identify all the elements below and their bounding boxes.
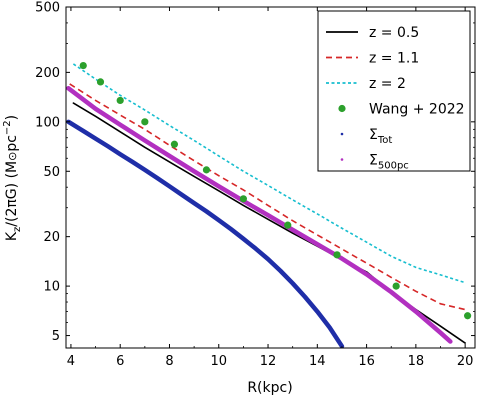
legend-label: Wang + 2022 <box>369 102 465 118</box>
x-tick-label: 10 <box>210 354 227 369</box>
wang-2022-point <box>202 166 211 174</box>
wang-2022-point <box>333 251 341 259</box>
line-sigma-tot <box>66 119 345 348</box>
legend-box <box>317 10 471 172</box>
legend-entry: ΣTot <box>340 127 392 146</box>
legend-label: z = 1.1 <box>369 51 419 67</box>
x-tick-label: 20 <box>457 354 474 369</box>
wang-2022-point <box>239 195 247 203</box>
legend-swatch <box>340 132 344 136</box>
legend-entry: Σ500pc <box>340 153 409 172</box>
wang-2022-point <box>79 61 87 70</box>
y-axis-title: Kz/(2πG) (M⊙pc−2) <box>2 115 23 241</box>
line-sigma-500pc <box>66 86 453 344</box>
wang-2022-point <box>116 96 124 105</box>
x-axis-title: R(kpc) <box>247 380 292 396</box>
plot-frame <box>65 6 476 349</box>
legend-label: z = 0.5 <box>369 25 419 41</box>
line-z-2 <box>72 63 466 284</box>
legend-swatch <box>338 104 346 113</box>
line-z-1-1 <box>69 83 466 311</box>
x-tick-label: 14 <box>309 354 326 369</box>
wang-2022-point <box>392 282 400 290</box>
legend-label: Σ500pc <box>369 153 409 172</box>
legend: z = 0.5 z = 1.1 z = 2 Wang + 2022 ΣTot Σ500pc <box>317 10 471 172</box>
x-tick-label: 18 <box>408 354 425 369</box>
x-tick-label: 16 <box>358 354 375 369</box>
x-tick-label: 12 <box>260 354 277 369</box>
y-tick-label: 10 <box>43 280 60 295</box>
y-tick-label: 200 <box>35 66 60 81</box>
y-tick-label: 5 <box>52 329 60 344</box>
legend-entry: z = 2 <box>326 76 406 92</box>
legend-label: ΣTot <box>369 127 392 146</box>
wang-2022-point <box>96 78 105 86</box>
legend-entry: z = 1.1 <box>326 51 419 67</box>
axes: 4 6 8 10 12 14 16 18 20 5 10 20 50 100 200 500 <box>35 1 476 369</box>
x-tick-label: 6 <box>116 354 124 369</box>
legend-entry: Wang + 2022 <box>338 102 465 118</box>
plot-area <box>66 61 472 348</box>
y-tick-label: 20 <box>43 230 60 245</box>
wang-2022-points <box>79 61 472 320</box>
y-tick-label: 500 <box>35 1 60 16</box>
wang-2022-point <box>284 221 292 229</box>
x-tick-label: 8 <box>165 354 173 369</box>
wang-2022-point <box>464 312 472 320</box>
legend-entry: z = 0.5 <box>326 25 419 41</box>
legend-swatch <box>340 158 344 161</box>
wang-2022-point <box>141 118 149 126</box>
y-tick-label: 50 <box>43 165 60 180</box>
wang-2022-point <box>170 140 179 148</box>
x-tick-label: 4 <box>67 354 75 369</box>
y-tick-label: 100 <box>35 115 60 130</box>
legend-label: z = 2 <box>369 76 406 92</box>
